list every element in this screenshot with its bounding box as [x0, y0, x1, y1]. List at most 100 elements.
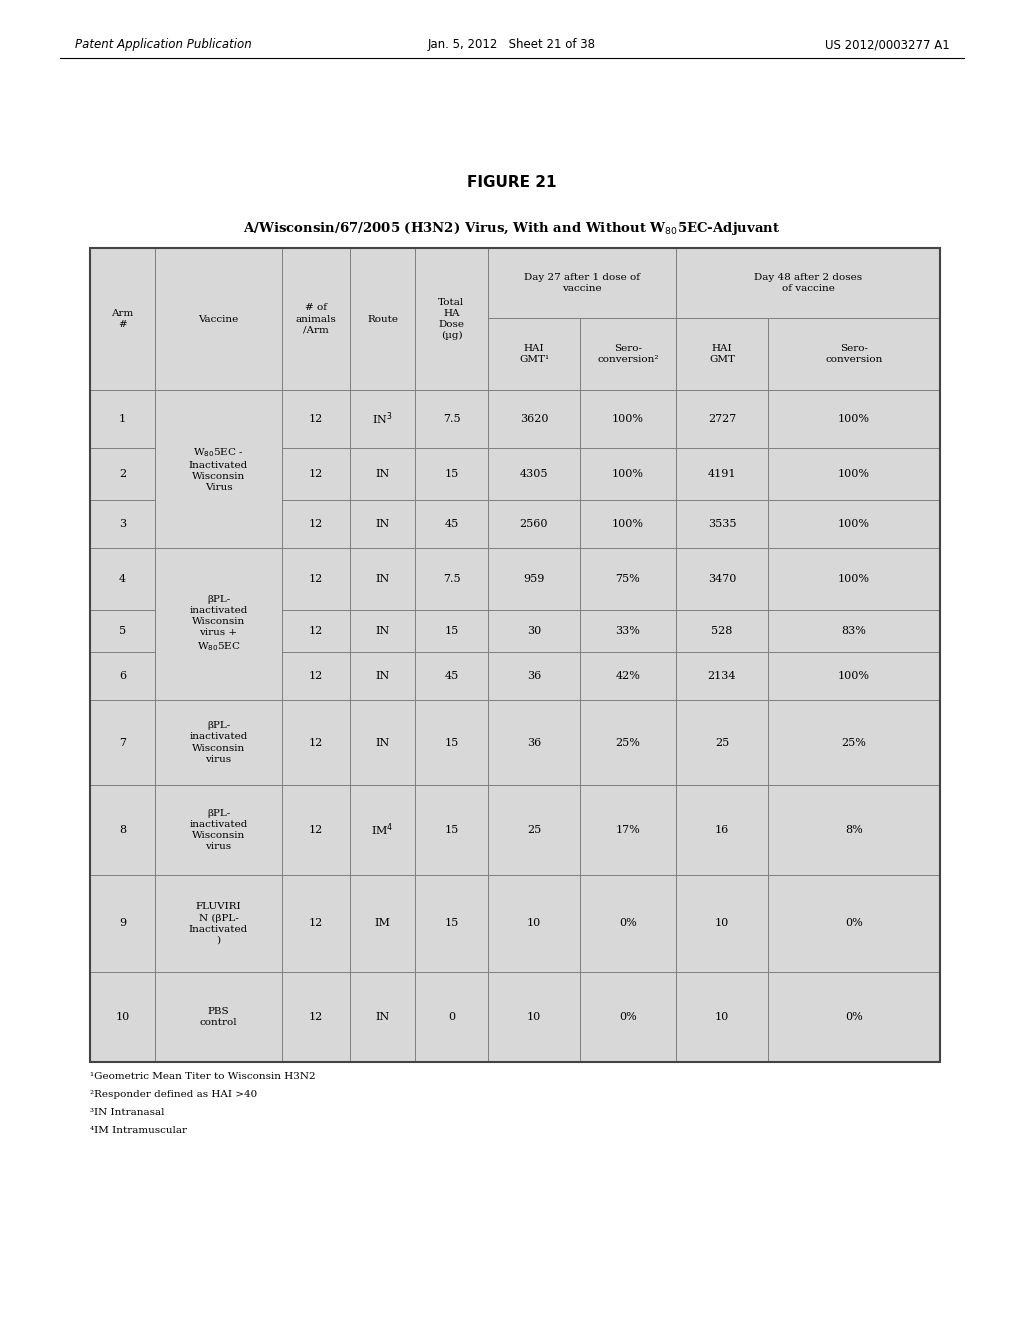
Bar	[768, 500, 940, 548]
Bar	[90, 652, 155, 700]
Text: 7.5: 7.5	[442, 574, 461, 583]
Bar	[415, 500, 488, 548]
Bar	[90, 972, 155, 1063]
Text: 4191: 4191	[708, 469, 736, 479]
Bar	[282, 447, 350, 500]
Bar	[90, 389, 155, 447]
Text: 45: 45	[444, 671, 459, 681]
Bar	[580, 548, 676, 610]
Text: 5: 5	[119, 626, 126, 636]
Text: 2560: 2560	[520, 519, 548, 529]
Text: ¹Geometric Mean Titer to Wisconsin H3N2: ¹Geometric Mean Titer to Wisconsin H3N2	[90, 1072, 315, 1081]
Bar	[350, 700, 415, 785]
Bar	[350, 785, 415, 875]
Bar	[580, 610, 676, 652]
Bar	[350, 447, 415, 500]
Bar	[676, 389, 768, 447]
Bar	[488, 652, 580, 700]
Text: ⁴IM Intramuscular: ⁴IM Intramuscular	[90, 1126, 187, 1135]
Text: 0%: 0%	[620, 1012, 637, 1022]
Bar	[580, 700, 676, 785]
Bar	[768, 700, 940, 785]
Text: 36: 36	[527, 738, 541, 747]
Text: IN: IN	[376, 574, 389, 583]
Bar	[768, 972, 940, 1063]
Text: IN: IN	[376, 469, 389, 479]
Text: 100%: 100%	[612, 414, 644, 424]
Text: 10: 10	[715, 919, 729, 928]
Bar	[580, 972, 676, 1063]
Text: 83%: 83%	[842, 626, 866, 636]
Text: IM: IM	[375, 919, 390, 928]
Text: Total
HA
Dose
(µg): Total HA Dose (µg)	[438, 298, 465, 341]
Text: IN: IN	[376, 626, 389, 636]
Text: A/Wisconsin/67/2005 (H3N2) Virus, With and Without W$_{80}$5EC-Adjuvant: A/Wisconsin/67/2005 (H3N2) Virus, With a…	[244, 220, 780, 238]
Bar	[155, 248, 282, 389]
Bar	[350, 548, 415, 610]
Text: 7: 7	[119, 738, 126, 747]
Text: 15: 15	[444, 738, 459, 747]
Text: 10: 10	[715, 1012, 729, 1022]
Text: Route: Route	[367, 314, 398, 323]
Bar	[768, 548, 940, 610]
Bar	[676, 700, 768, 785]
Text: 2727: 2727	[708, 414, 736, 424]
Text: FIGURE 21: FIGURE 21	[467, 176, 557, 190]
Text: 2: 2	[119, 469, 126, 479]
Bar	[676, 972, 768, 1063]
Bar	[282, 548, 350, 610]
Bar	[415, 972, 488, 1063]
Bar	[768, 318, 940, 389]
Text: # of
animals
/Arm: # of animals /Arm	[296, 304, 336, 334]
Bar	[676, 248, 940, 318]
Text: 100%: 100%	[838, 671, 870, 681]
Bar	[488, 785, 580, 875]
Text: 8%: 8%	[845, 825, 863, 836]
Bar	[282, 500, 350, 548]
Bar	[90, 248, 940, 1063]
Text: 25: 25	[527, 825, 541, 836]
Bar	[282, 610, 350, 652]
Text: 16: 16	[715, 825, 729, 836]
Text: 75%: 75%	[615, 574, 640, 583]
Text: IN: IN	[376, 671, 389, 681]
Bar	[90, 248, 155, 389]
Bar	[676, 652, 768, 700]
Bar	[415, 447, 488, 500]
Bar	[580, 318, 676, 389]
Text: 12: 12	[309, 671, 324, 681]
Text: 12: 12	[309, 469, 324, 479]
Text: IN: IN	[376, 519, 389, 529]
Text: 15: 15	[444, 825, 459, 836]
Bar	[415, 875, 488, 972]
Bar	[415, 700, 488, 785]
Bar	[415, 248, 488, 389]
Bar	[768, 875, 940, 972]
Text: 15: 15	[444, 919, 459, 928]
Bar	[415, 610, 488, 652]
Text: 100%: 100%	[838, 519, 870, 529]
Bar	[350, 652, 415, 700]
Bar	[350, 248, 415, 389]
Bar	[580, 652, 676, 700]
Bar	[155, 389, 282, 548]
Text: 25%: 25%	[842, 738, 866, 747]
Text: Patent Application Publication: Patent Application Publication	[75, 38, 252, 51]
Bar	[155, 548, 282, 700]
Bar	[90, 875, 155, 972]
Text: 100%: 100%	[612, 519, 644, 529]
Bar	[415, 785, 488, 875]
Text: βPL-
inactivated
Wisconsin
virus +
W$_{80}$5EC: βPL- inactivated Wisconsin virus + W$_{8…	[189, 595, 248, 653]
Bar	[155, 972, 282, 1063]
Bar	[580, 447, 676, 500]
Text: 4: 4	[119, 574, 126, 583]
Bar	[580, 875, 676, 972]
Bar	[282, 785, 350, 875]
Text: βPL-
inactivated
Wisconsin
virus: βPL- inactivated Wisconsin virus	[189, 721, 248, 764]
Bar	[768, 610, 940, 652]
Bar	[282, 972, 350, 1063]
Bar	[488, 548, 580, 610]
Bar	[580, 389, 676, 447]
Text: 45: 45	[444, 519, 459, 529]
Bar	[768, 447, 940, 500]
